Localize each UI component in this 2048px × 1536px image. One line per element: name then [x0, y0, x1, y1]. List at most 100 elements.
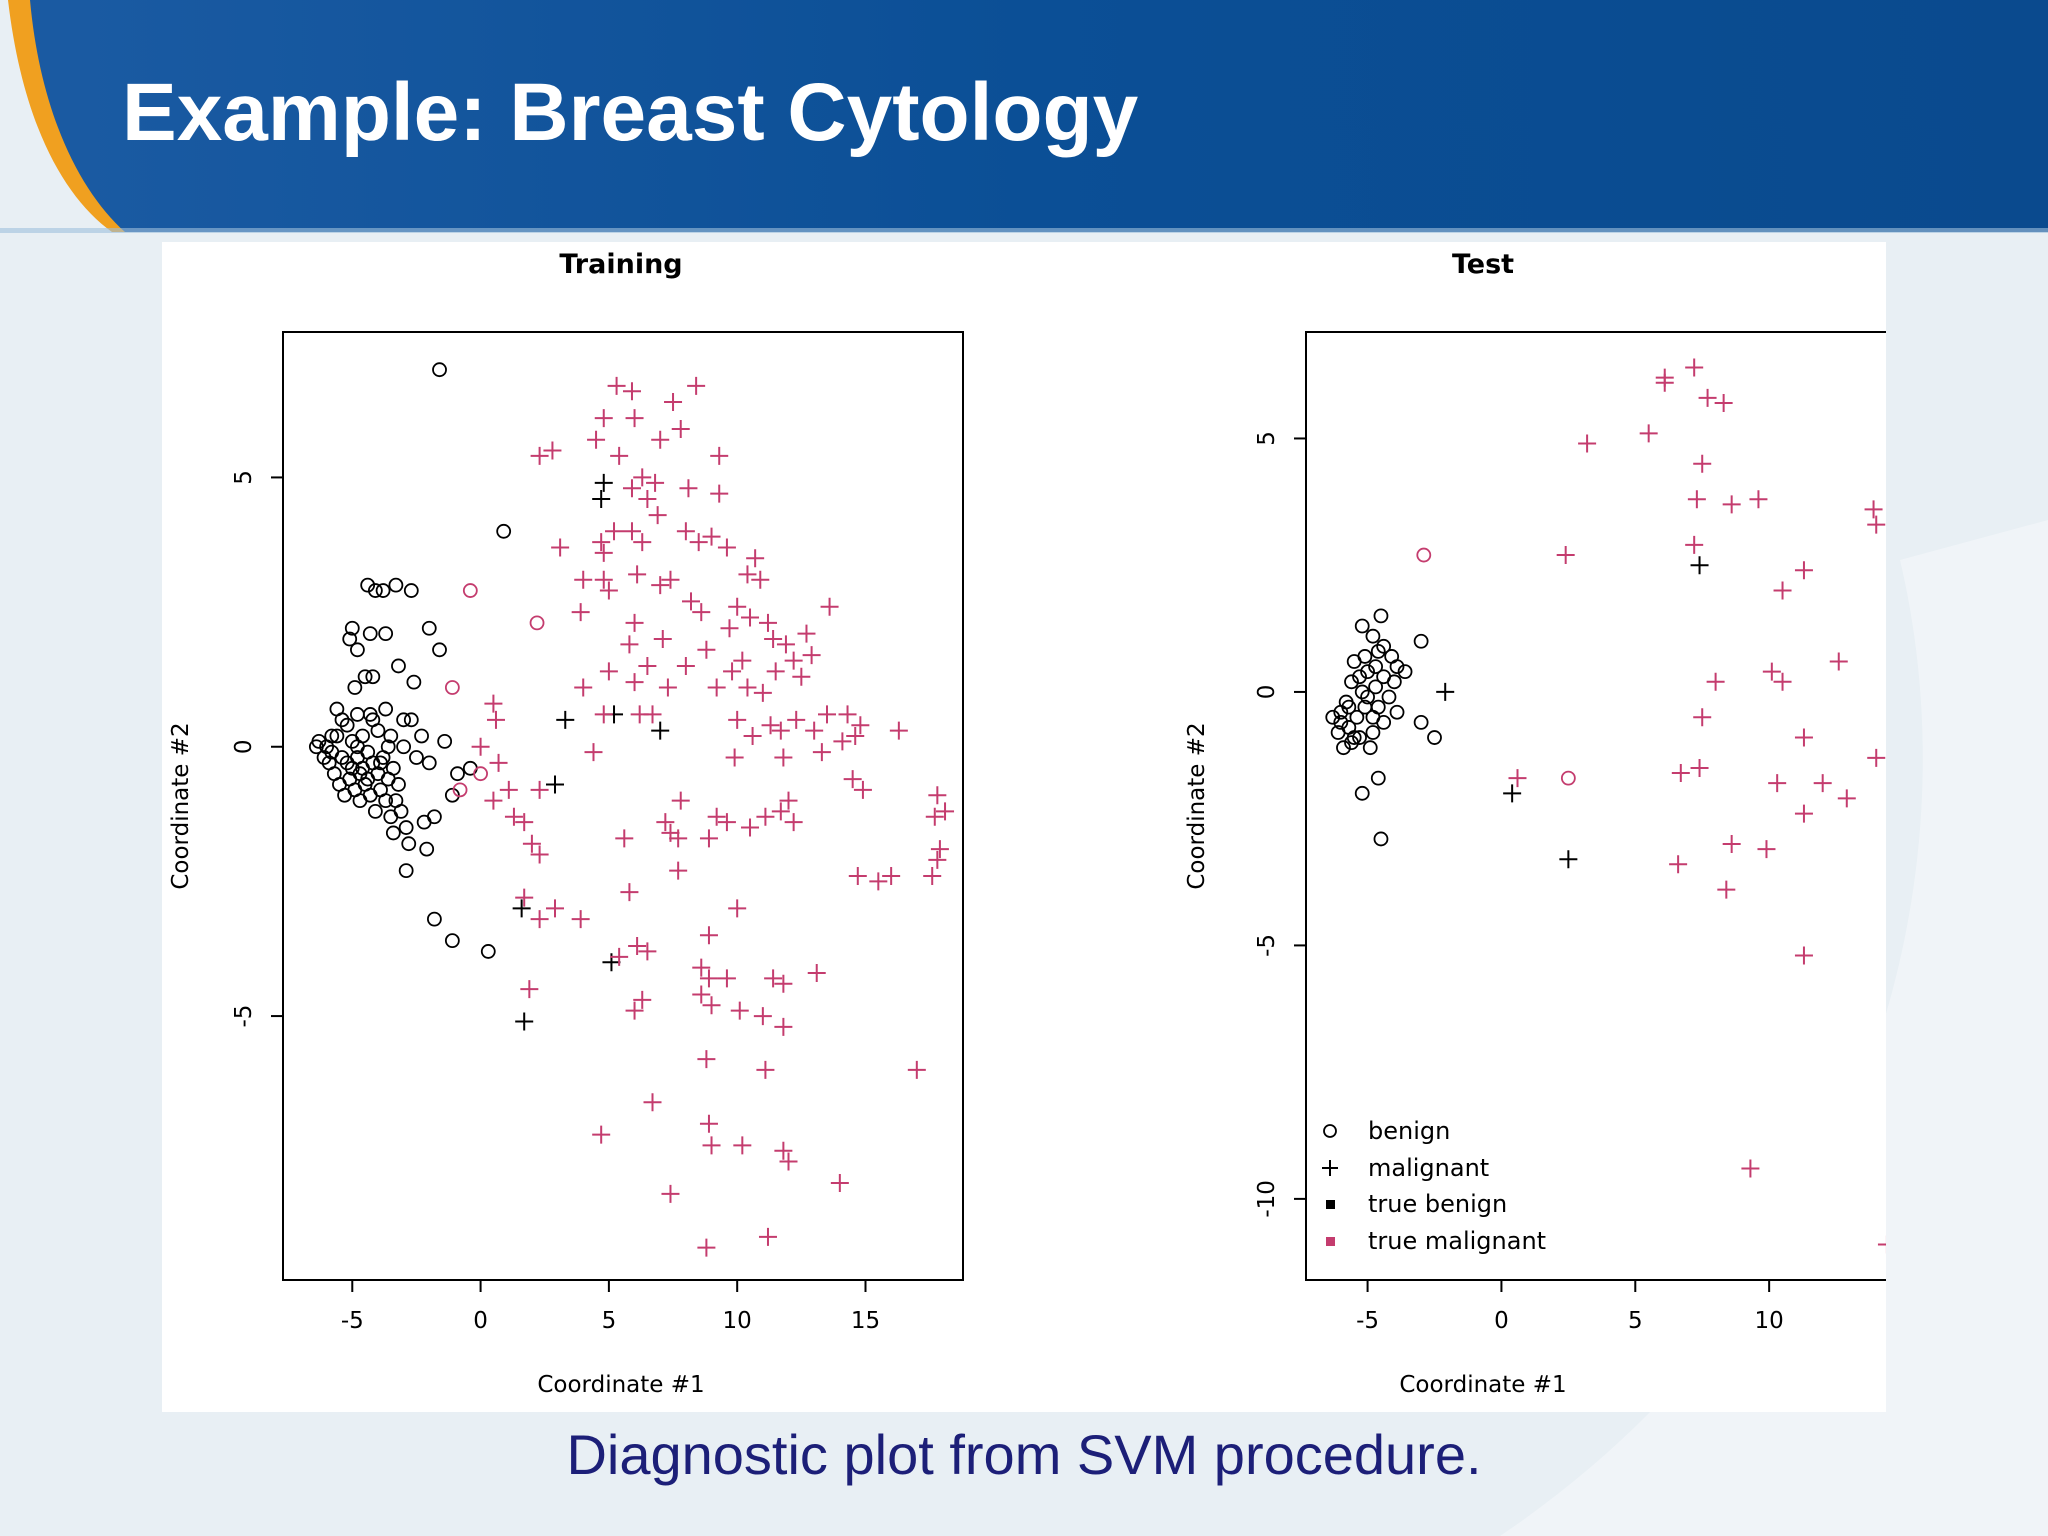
slide-caption: Diagnostic plot from SVM procedure.: [566, 1423, 1482, 1486]
training-point-benign: [432, 642, 447, 658]
test-point-true-malignant: [1693, 454, 1712, 473]
training-point-benign: [426, 809, 442, 825]
test-point-benign: [1346, 730, 1362, 745]
training-point-true-malignant: [771, 721, 790, 740]
training-point-true-malignant: [625, 409, 644, 428]
test-point-true-malignant: [1741, 1159, 1760, 1178]
test-point-benign: [1352, 669, 1367, 685]
training-point-true-malignant: [907, 1060, 926, 1079]
test-point-benign: [1386, 674, 1402, 690]
training-point-benign: [375, 583, 391, 598]
training-point-true-malignant: [484, 694, 503, 713]
training-point-true-malignant: [802, 646, 821, 665]
training-point-true-malignant: [766, 662, 785, 681]
test-point-benign: [1368, 659, 1384, 674]
training-point-benign: [385, 825, 401, 841]
training-point-benign: [347, 680, 363, 695]
test-point-true-malignant: [1864, 500, 1883, 519]
training-point-true-malignant: [620, 883, 639, 902]
training-ytick-label: 0: [231, 739, 257, 754]
training-point-true-malignant: [869, 872, 888, 891]
training-point-true-malignant: [923, 867, 942, 886]
test-point-benign: [1413, 714, 1429, 730]
training-point-benign: [388, 577, 404, 593]
test-point-true-malignant: [1794, 946, 1813, 965]
accent-swoosh: [8, 0, 125, 232]
training-point-true-malignant: [784, 651, 803, 670]
training-point-malignant: [651, 721, 670, 740]
training-point-true-malignant: [515, 888, 534, 907]
test-point-true-malignant: [1508, 769, 1527, 788]
training-point-benign: [378, 793, 394, 809]
test-point-benign: [1389, 704, 1405, 720]
training-point-true-malignant: [741, 608, 760, 627]
training-xtick-label: 0: [473, 1308, 488, 1334]
training-point-true-malignant: [818, 705, 836, 724]
training-point-true-malignant: [625, 673, 644, 692]
test-point-benign: [1381, 689, 1397, 705]
test-ytick-label: -5: [1254, 934, 1280, 957]
training-point-true-malignant: [717, 813, 736, 832]
training-point-true-malignant: [756, 1060, 775, 1079]
training-point-true-malignant: [664, 393, 683, 412]
test-point-benign: [1330, 725, 1346, 740]
test-point-true-malignant: [1829, 652, 1848, 671]
training-point-true-malignant: [707, 678, 726, 697]
training-point-true-malignant: [812, 743, 831, 762]
training-point-true-malignant: [622, 479, 641, 498]
training-point-true-malignant: [702, 527, 721, 546]
test-point-true-benign: [1416, 547, 1432, 563]
training-point-benign: [398, 863, 414, 879]
training-point-true-benign: [444, 680, 460, 695]
training-point-benign: [367, 803, 383, 819]
training-point-benign: [378, 626, 394, 642]
training-point-true-malignant: [699, 1114, 718, 1133]
training-point-true-malignant: [661, 570, 680, 589]
test-point-benign: [1376, 638, 1392, 654]
training-point-true-malignant: [728, 597, 747, 616]
training-point-true-malignant: [692, 985, 711, 1004]
training-point-benign: [393, 803, 409, 819]
training-point-true-malignant: [792, 667, 811, 686]
training-point-true-malignant: [515, 813, 534, 832]
training-point-true-malignant: [594, 409, 613, 428]
slide-title: Example: Breast Cytology: [122, 67, 1139, 158]
test-point-benign: [1352, 730, 1367, 745]
training-point-true-malignant: [771, 802, 790, 821]
test-point-benign: [1349, 709, 1365, 725]
test-point-benign: [1362, 740, 1378, 756]
training-point-true-malignant: [594, 705, 613, 724]
training-point-true-malignant: [658, 678, 677, 697]
training-point-true-malignant: [551, 538, 570, 557]
test-point-true-malignant: [1867, 515, 1886, 534]
test-point-true-malignant: [1773, 581, 1792, 600]
training-point-benign: [355, 728, 370, 744]
training-point-true-malignant: [594, 570, 613, 589]
training-point-benign: [391, 658, 406, 674]
training-point-true-malignant: [633, 533, 652, 552]
training-point-true-malignant: [633, 468, 652, 487]
test-point-benign: [1370, 643, 1386, 659]
test-point-true-malignant: [1578, 434, 1597, 453]
training-point-true-malignant: [643, 1093, 662, 1112]
training-point-true-malignant: [625, 613, 644, 632]
test-point-benign: [1389, 659, 1405, 674]
legend-malignant-symbol: [1322, 1160, 1338, 1176]
training-point-true-malignant: [692, 603, 711, 622]
test-point-true-malignant: [1813, 774, 1832, 793]
training-point-benign: [421, 755, 437, 771]
test-xtick-label: -5: [1356, 1308, 1379, 1334]
training-point-true-malignant: [628, 565, 647, 584]
test-point-true-benign: [1560, 770, 1576, 786]
training-chart: Training Coordinate #1 Coordinate #2 -5 0…: [168, 249, 964, 1398]
training-point-true-malignant: [594, 543, 613, 562]
training-xtick-label: 5: [602, 1308, 617, 1334]
training-point-true-malignant: [848, 867, 867, 886]
test-point-true-malignant: [1714, 393, 1733, 412]
training-point-true-malignant: [723, 662, 742, 681]
training-point-true-malignant: [622, 522, 641, 541]
training-point-true-malignant: [764, 630, 783, 649]
test-point-benign: [1341, 699, 1357, 715]
training-point-benign: [401, 836, 417, 852]
training-point-true-malignant: [756, 807, 775, 826]
